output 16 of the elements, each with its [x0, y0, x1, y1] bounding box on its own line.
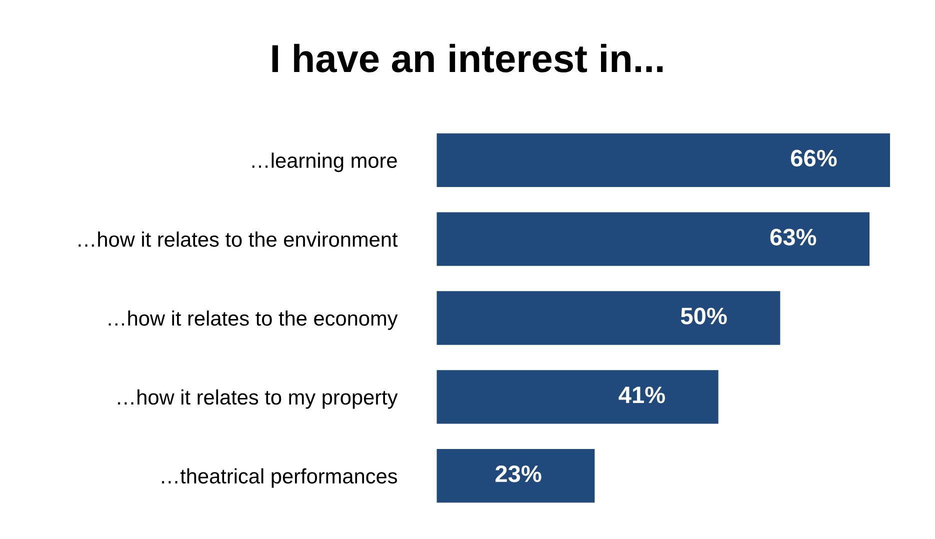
bar — [436, 370, 718, 424]
bar — [436, 291, 780, 345]
y-tick-label: …how it relates to my property — [118, 389, 398, 409]
bar — [436, 449, 595, 503]
data-label: 41% — [618, 386, 665, 404]
bar — [436, 133, 890, 188]
bar — [436, 212, 870, 266]
data-label: 63% — [770, 228, 816, 246]
y-tick-label: …learning more — [252, 152, 397, 172]
y-tick-label: …how it relates to the economy — [108, 310, 398, 330]
data-label: 50% — [680, 308, 727, 324]
data-label: 23% — [495, 465, 542, 482]
y-tick-label: …how it relates to the environment — [78, 232, 398, 247]
y-tick-label: …theatrical performances — [162, 468, 398, 488]
chart-title: I have an interest in... — [272, 44, 663, 72]
data-label: 66% — [790, 150, 837, 167]
